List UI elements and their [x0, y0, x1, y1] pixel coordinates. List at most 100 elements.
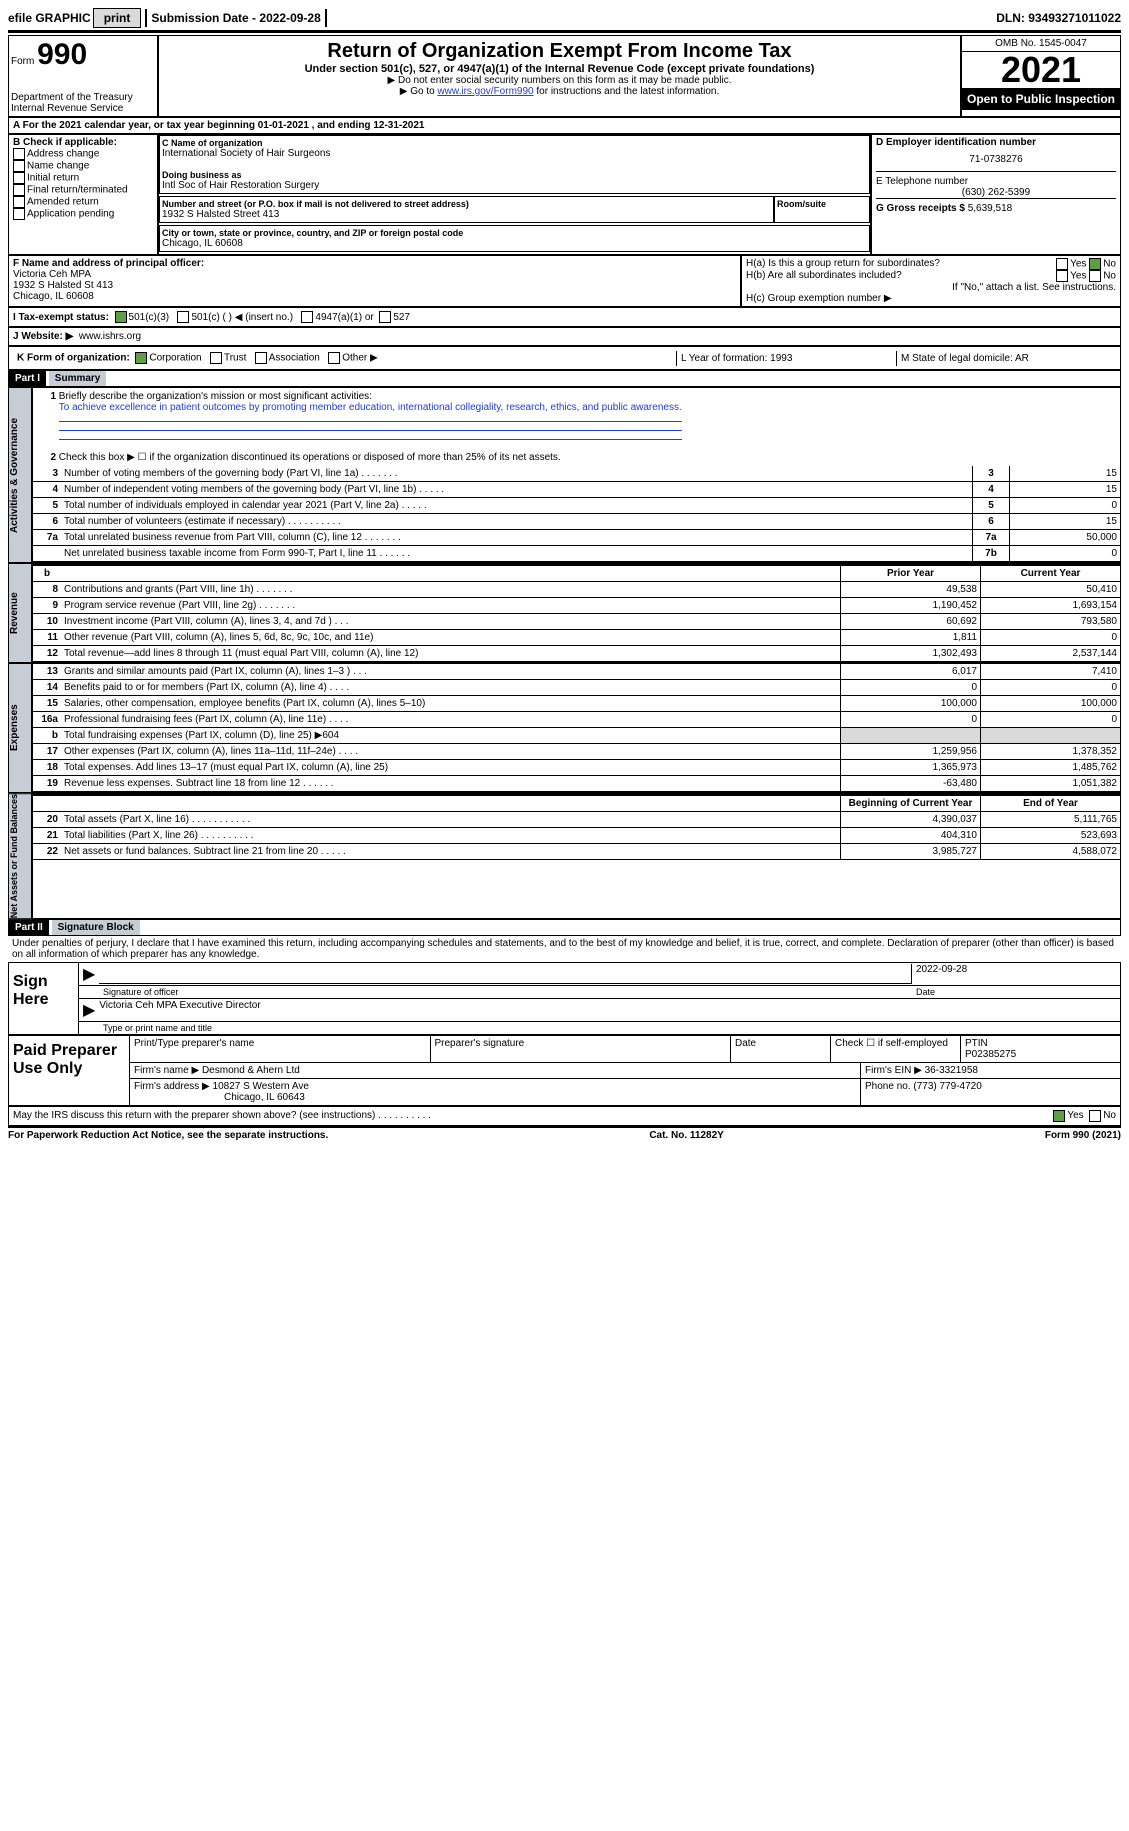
sig-date-label: Date — [916, 987, 1116, 997]
cb-501c3[interactable] — [115, 311, 127, 323]
tax-label: I Tax-exempt status: — [13, 312, 109, 323]
cb-corp[interactable] — [135, 352, 147, 364]
box-h: H(a) Is this a group return for subordin… — [741, 255, 1121, 307]
data-row: 20Total assets (Part X, line 16) . . . .… — [33, 812, 1120, 828]
prep-sig-label: Preparer's signature — [430, 1036, 731, 1062]
ha-no-cb[interactable] — [1089, 258, 1101, 270]
box-b-label: B Check if applicable: — [13, 137, 153, 148]
cb-assoc[interactable] — [255, 352, 267, 364]
penalties-text: Under penalties of perjury, I declare th… — [8, 936, 1121, 962]
line2-text: Check this box ▶ ☐ if the organization d… — [59, 452, 561, 463]
g-value: 5,639,518 — [968, 203, 1013, 214]
line2-num: 2 — [36, 452, 56, 463]
e-label: E Telephone number — [876, 176, 1116, 187]
cb-527[interactable] — [379, 311, 391, 323]
line1-text: To achieve excellence in patient outcome… — [59, 402, 682, 413]
data-row: 8Contributions and grants (Part VIII, li… — [33, 582, 1120, 598]
row-website: J Website: ▶ www.ishrs.org — [8, 327, 1121, 346]
form-note-2: Go to www.irs.gov/Form990 for instructio… — [163, 86, 956, 97]
data-row: bTotal fundraising expenses (Part IX, co… — [33, 728, 1120, 744]
box-f: F Name and address of principal officer:… — [8, 255, 741, 307]
box-c: C Name of organization International Soc… — [158, 134, 871, 255]
form-number: 990 — [37, 38, 87, 71]
sig-officer-label: Signature of officer — [103, 987, 916, 997]
summary-row: 7aTotal unrelated business revenue from … — [33, 530, 1120, 546]
dba-value: Intl Soc of Hair Restoration Surgery — [162, 180, 867, 191]
revenue-header: b Prior Year Current Year — [33, 564, 1120, 582]
discuss-yes-cb[interactable] — [1053, 1110, 1065, 1122]
submission-label: Submission Date - — [151, 11, 256, 25]
form-word: Form — [11, 56, 34, 67]
cb-pending: Application pending — [13, 208, 153, 220]
ha-label: H(a) Is this a group return for subordin… — [746, 258, 940, 270]
firm-ein-label: Firm's EIN ▶ — [865, 1065, 922, 1076]
arrow-icon: ▶ — [83, 964, 95, 984]
data-row: 18Total expenses. Add lines 13–17 (must … — [33, 760, 1120, 776]
data-row: 17Other expenses (Part IX, column (A), l… — [33, 744, 1120, 760]
preparer-row2: Firm's name ▶ Desmond & Ahern Ltd Firm's… — [129, 1063, 1120, 1079]
firm-phone: (773) 779-4720 — [913, 1081, 981, 1092]
end-year-label: End of Year — [980, 796, 1120, 811]
hb-no-cb[interactable] — [1089, 270, 1101, 282]
footer-right: Form 990 (2021) — [1045, 1130, 1121, 1141]
dba-label: Doing business as — [162, 170, 867, 180]
data-row: 10Investment income (Part VIII, column (… — [33, 614, 1120, 630]
irs-link[interactable]: www.irs.gov/Form990 — [437, 86, 533, 97]
cb-amended: Amended return — [13, 196, 153, 208]
data-row: 22Net assets or fund balances. Subtract … — [33, 844, 1120, 860]
officer-name: Victoria Ceh MPA Executive Director — [99, 1000, 260, 1020]
row-tax-status: I Tax-exempt status: 501(c)(3) 501(c) ( … — [8, 307, 1121, 327]
e-value: (630) 262-5399 — [876, 187, 1116, 198]
l-value: L Year of formation: 1993 — [676, 351, 896, 366]
hb-yes-cb[interactable] — [1056, 270, 1068, 282]
form-header: Form 990 Department of the Treasury Inte… — [8, 35, 1121, 117]
line1-num: 1 — [36, 391, 56, 446]
tab-expenses: Expenses — [8, 663, 32, 793]
discuss-row: May the IRS discuss this return with the… — [8, 1106, 1121, 1126]
k-label: K Form of organization: — [17, 353, 130, 364]
preparer-row3: Firm's address ▶ 10827 S Western Ave Chi… — [129, 1079, 1120, 1105]
section-activities: Activities & Governance 1 Briefly descri… — [8, 387, 1121, 563]
summary-row: Net unrelated business taxable income fr… — [33, 546, 1120, 562]
cb-trust[interactable] — [210, 352, 222, 364]
firm-name-label: Firm's name ▶ — [134, 1065, 199, 1076]
print-button[interactable]: print — [93, 8, 142, 28]
part1-header: Part I Summary — [8, 370, 1121, 387]
data-row: 13Grants and similar amounts paid (Part … — [33, 664, 1120, 680]
f-name: Victoria Ceh MPA — [13, 269, 91, 280]
cb-final: Final return/terminated — [13, 184, 153, 196]
data-row: 21Total liabilities (Part X, line 26) . … — [33, 828, 1120, 844]
footer-mid: Cat. No. 11282Y — [649, 1130, 723, 1141]
cb-4947[interactable] — [301, 311, 313, 323]
prep-name-label: Print/Type preparer's name — [129, 1036, 430, 1062]
firm-addr2: Chicago, IL 60643 — [224, 1092, 305, 1103]
f-label: F Name and address of principal officer: — [13, 258, 204, 269]
firm-name: Desmond & Ahern Ltd — [202, 1065, 300, 1076]
box-b: B Check if applicable: Address change Na… — [8, 134, 158, 255]
prior-year-label: Prior Year — [840, 566, 980, 581]
current-year-label: Current Year — [980, 566, 1120, 581]
cb-501c[interactable] — [177, 311, 189, 323]
city-label: City or town, state or province, country… — [162, 228, 867, 238]
officer-name-label: Type or print name and title — [103, 1023, 212, 1033]
efile-label: efile GRAPHIC — [8, 11, 91, 25]
f-addr2: Chicago, IL 60608 — [13, 291, 94, 302]
sign-date: 2022-09-28 — [911, 964, 1116, 984]
website-label: J Website: ▶ — [13, 331, 73, 342]
submission-value: 2022-09-28 — [259, 11, 320, 25]
section-bcdeg: B Check if applicable: Address change Na… — [8, 134, 1121, 255]
data-row: 9Program service revenue (Part VIII, lin… — [33, 598, 1120, 614]
discuss-no-cb[interactable] — [1089, 1110, 1101, 1122]
dept-label: Department of the Treasury — [11, 92, 155, 103]
summary-row: 4Number of independent voting members of… — [33, 482, 1120, 498]
ha-yes-cb[interactable] — [1056, 258, 1068, 270]
firm-addr-label: Firm's address ▶ — [134, 1081, 210, 1092]
ptin-value: P02385275 — [965, 1049, 1016, 1060]
f-addr1: 1932 S Halsted St 413 — [13, 280, 113, 291]
cb-other[interactable] — [328, 352, 340, 364]
d-value: 71-0738276 — [876, 154, 1116, 165]
c-label: C Name of organization — [162, 138, 867, 148]
summary-row: 6Total number of volunteers (estimate if… — [33, 514, 1120, 530]
footer-left: For Paperwork Reduction Act Notice, see … — [8, 1130, 328, 1141]
m-value: M State of legal domicile: AR — [896, 351, 1116, 366]
